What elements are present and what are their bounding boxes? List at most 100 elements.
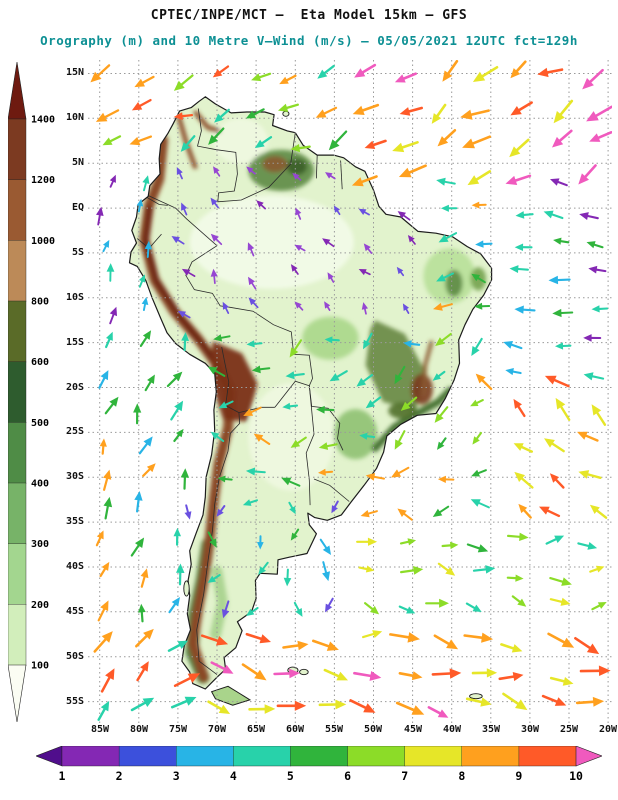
wind-arrow bbox=[436, 177, 456, 186]
wind-arrow bbox=[437, 437, 447, 450]
wind-arrow bbox=[358, 269, 371, 276]
elevation-segment bbox=[7, 361, 27, 424]
wind-speed-colorbar: 1 2 3 4 5 6 7 8 9 10 bbox=[35, 745, 603, 786]
wind-arrow bbox=[427, 706, 449, 718]
wind-arrow bbox=[248, 297, 259, 309]
wind-arrow bbox=[465, 602, 482, 612]
wind-arrow bbox=[503, 341, 523, 350]
wind-arrow bbox=[180, 468, 190, 490]
wind-arrow bbox=[407, 235, 416, 245]
wind-arrow bbox=[474, 302, 491, 310]
wind-arrow bbox=[246, 166, 256, 175]
wind-arrow bbox=[245, 467, 266, 476]
wind-arrow bbox=[207, 531, 217, 548]
lat-tick-label: 45S bbox=[65, 606, 84, 617]
map-area bbox=[88, 59, 613, 724]
wind-arrow bbox=[184, 504, 192, 520]
wind-arrow bbox=[352, 103, 380, 115]
wind-arrow bbox=[251, 365, 271, 374]
wind-arrow bbox=[93, 631, 113, 653]
wind-arrow bbox=[134, 491, 143, 513]
lat-tick-label: 50S bbox=[65, 651, 84, 662]
wind-arrow bbox=[254, 136, 273, 149]
wind-arrow bbox=[138, 603, 146, 623]
lon-tick-label: 55W bbox=[324, 724, 344, 735]
wind-arrow bbox=[553, 99, 574, 124]
wind-arrow bbox=[319, 538, 331, 555]
wind-arrow bbox=[577, 542, 598, 550]
wind-arrow bbox=[138, 436, 153, 455]
wind-arrow bbox=[403, 340, 421, 348]
wind-arrow bbox=[324, 301, 331, 311]
tierra-del-fuego bbox=[210, 685, 252, 706]
wind-arrow bbox=[553, 237, 570, 245]
wind-arrow bbox=[589, 565, 605, 573]
wind-arrow bbox=[545, 535, 565, 545]
wind-arrow bbox=[509, 138, 530, 158]
wind-arrow bbox=[507, 532, 529, 541]
wind-segment bbox=[118, 745, 177, 767]
wind-arrow bbox=[106, 263, 115, 282]
wind-arrow bbox=[575, 696, 605, 707]
wind-arrow bbox=[135, 628, 154, 648]
wind-arrow bbox=[256, 200, 267, 210]
wind-arrow bbox=[281, 477, 301, 487]
wind-arrow bbox=[471, 469, 487, 477]
wind-arrow bbox=[276, 700, 307, 711]
wind-arrow bbox=[361, 302, 368, 315]
wind-arrow bbox=[248, 276, 257, 290]
wind-arrow bbox=[176, 563, 185, 586]
wind-arrow bbox=[589, 504, 608, 519]
wind-arrow bbox=[440, 204, 458, 212]
wind-tick-label: 4 bbox=[230, 769, 237, 783]
wind-arrow bbox=[364, 139, 387, 149]
wind-arrow bbox=[213, 334, 231, 342]
wind-arrow bbox=[212, 65, 230, 78]
wind-arrow bbox=[290, 436, 307, 448]
wind-arrow bbox=[329, 370, 348, 382]
wind-arrow bbox=[586, 105, 613, 122]
wind-tick-label: 2 bbox=[116, 769, 123, 783]
wind-arrow bbox=[472, 431, 483, 445]
lat-tick-label: 30S bbox=[65, 471, 84, 482]
wind-arrow bbox=[544, 438, 565, 453]
wind-arrow bbox=[100, 668, 115, 693]
wind-arrow bbox=[97, 700, 110, 721]
wind-arrow bbox=[514, 471, 534, 489]
wind-arrow bbox=[245, 632, 271, 644]
wind-arrow bbox=[394, 72, 418, 83]
lat-tick-label: 55S bbox=[65, 696, 84, 707]
wind-arrow bbox=[141, 297, 149, 312]
elevation-segment bbox=[7, 422, 27, 484]
wind-arrow bbox=[470, 399, 484, 407]
wind-arrow bbox=[279, 74, 297, 85]
elevation-segment bbox=[7, 543, 27, 606]
wind-arrow bbox=[324, 336, 340, 344]
wind-arrow bbox=[103, 469, 112, 491]
wind-arrow bbox=[509, 265, 529, 273]
wind-arrows-layer bbox=[90, 59, 613, 721]
wind-arrow bbox=[142, 463, 156, 477]
wind-arrow bbox=[167, 640, 188, 652]
wind-arrow bbox=[588, 265, 607, 274]
wind-arrow bbox=[173, 74, 194, 91]
wind-arrow bbox=[471, 201, 487, 209]
wind-arrow bbox=[292, 172, 302, 181]
wind-arrow bbox=[95, 109, 120, 122]
falkland-east bbox=[299, 668, 309, 676]
latitude-axis: 15N 10N 5N EQ 5S 10S 15S 20S 25S 30S 35S 40S 45S 50S 5… bbox=[50, 60, 84, 724]
wind-arrow bbox=[247, 242, 255, 257]
wind-arrow bbox=[316, 405, 335, 414]
lon-tick-label: 30W bbox=[520, 724, 540, 735]
wind-arrow bbox=[210, 431, 225, 442]
chiloe bbox=[183, 580, 190, 597]
wind-arrow bbox=[591, 404, 607, 426]
lat-tick-label: 15S bbox=[65, 337, 84, 348]
wind-arrow bbox=[173, 673, 201, 688]
elevation-tick-label: 300 bbox=[31, 539, 49, 550]
wind-arrow bbox=[144, 240, 152, 258]
wind-arrow bbox=[462, 135, 492, 149]
wind-arrow bbox=[130, 537, 145, 557]
wind-arrow bbox=[294, 301, 304, 311]
wind-arrow bbox=[295, 207, 302, 220]
